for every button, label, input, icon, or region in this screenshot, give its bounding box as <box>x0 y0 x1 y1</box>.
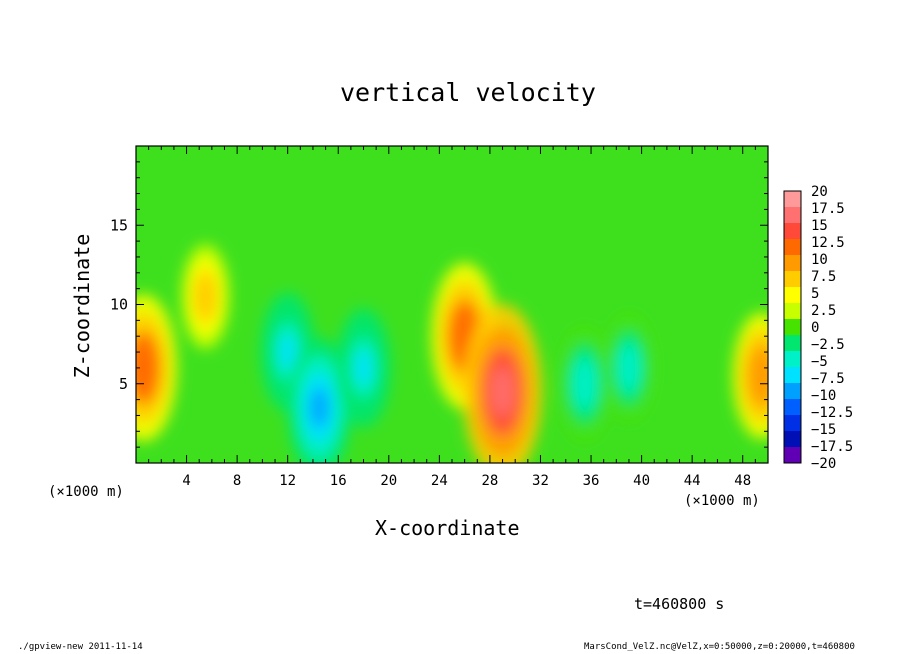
field-feature <box>198 281 213 312</box>
x-tick-label: 28 <box>481 473 498 489</box>
field-feature <box>280 335 296 369</box>
field-feature <box>753 358 768 394</box>
field-features <box>136 243 768 463</box>
colorbar-segment <box>784 399 801 416</box>
colorbar-label: −20 <box>811 456 836 472</box>
colorbar-segment <box>784 303 801 320</box>
colorbar-label: 2.5 <box>811 303 836 319</box>
colorbar-segment <box>784 383 801 400</box>
x-unit-label-left: (×1000 m) <box>48 484 124 500</box>
x-tick-label: 32 <box>532 473 549 489</box>
colorbar-label: −7.5 <box>811 371 845 387</box>
colorbar-label: −17.5 <box>811 439 853 455</box>
field-feature <box>491 367 514 417</box>
colorbar-segment <box>784 431 801 448</box>
colorbar-segment <box>784 255 801 272</box>
colorbar-segment <box>784 271 801 288</box>
colorbar-label: −15 <box>811 422 836 438</box>
colorbar-segment <box>784 287 801 304</box>
y-tick-label: 5 <box>119 375 128 393</box>
colorbar-label: 17.5 <box>811 201 845 217</box>
time-annotation: t=460800 s <box>634 595 725 613</box>
colorbar-label: −2.5 <box>811 337 845 353</box>
field-feature <box>577 368 592 400</box>
colorbar-label: −5 <box>811 354 828 370</box>
colorbar-segment <box>784 351 801 368</box>
colorbar-segment <box>784 415 801 432</box>
x-tick-label: 16 <box>330 473 347 489</box>
colorbar-segment <box>784 191 801 208</box>
colorbar-segment <box>784 223 801 240</box>
field-feature <box>310 387 329 428</box>
colorbar-label: −10 <box>811 388 836 404</box>
colorbar-segment <box>784 335 801 352</box>
heatmap-field <box>136 146 768 463</box>
field-feature <box>355 351 372 385</box>
x-tick-label: 44 <box>684 473 701 489</box>
colorbar-segment <box>784 207 801 224</box>
colorbar-label: 12.5 <box>811 235 845 251</box>
colorbar-label: 7.5 <box>811 269 836 285</box>
colorbar-segment <box>784 239 801 256</box>
colorbar-label: 10 <box>811 252 828 268</box>
colorbar-label: 5 <box>811 286 819 302</box>
colorbar-label: −12.5 <box>811 405 853 421</box>
field-feature <box>136 347 153 389</box>
y-axis-label: Z-coordinate <box>70 233 94 379</box>
x-tick-label: 20 <box>380 473 397 489</box>
colorbar: 2017.51512.5107.552.50−2.5−5−7.5−10−12.5… <box>783 184 853 472</box>
x-tick-label: 40 <box>633 473 650 489</box>
chart-title: vertical velocity <box>340 78 596 107</box>
footer-right: MarsCond_VelZ.nc@VelZ,x=0:50000,z=0:2000… <box>584 642 855 652</box>
colorbar-segment <box>784 447 801 464</box>
colorbar-segment <box>784 367 801 384</box>
colorbar-frame <box>783 190 802 464</box>
x-tick-label: 36 <box>583 473 600 489</box>
x-tick-label: 4 <box>182 473 190 489</box>
y-tick-label: 10 <box>110 296 128 314</box>
x-tick-label: 12 <box>279 473 296 489</box>
colorbar-label: 0 <box>811 320 819 336</box>
y-tick-label: 15 <box>110 216 128 234</box>
footer-left: ./gpview-new 2011-11-14 <box>18 642 143 652</box>
colorbar-label: 15 <box>811 218 828 234</box>
x-tick-label: 48 <box>734 473 751 489</box>
x-tick-label: 8 <box>233 473 241 489</box>
x-tick-label: 24 <box>431 473 448 489</box>
x-axis-label: X-coordinate <box>375 516 520 540</box>
x-unit-label-right: (×1000 m) <box>684 493 760 509</box>
axis-ticks <box>136 146 768 463</box>
field-feature <box>622 353 636 383</box>
colorbar-label: 20 <box>811 184 828 200</box>
colorbar-segment <box>784 319 801 336</box>
